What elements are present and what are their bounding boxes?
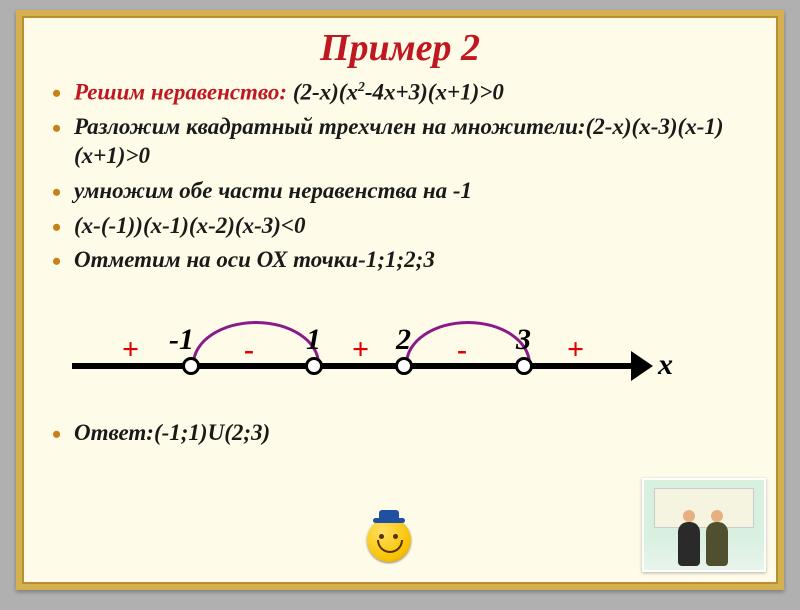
bullet-list: Решим неравенство: (2-х)(х2-4х+3)(х+1)>0…: [52, 78, 748, 275]
smiley-hat: [379, 510, 399, 520]
sign-4: -: [457, 333, 467, 367]
sign-1: +: [122, 333, 139, 367]
bullet-5: Отметим на оси ОХ точки-1;1;2;3: [52, 246, 748, 275]
bullet-1-expr-a: (2-х)(х: [293, 80, 358, 105]
open-point-3: [395, 357, 413, 375]
number-line-diagram: x + - + - + -1 1 2 3: [52, 293, 748, 413]
bullet-1-sup: 2: [358, 79, 365, 94]
slide-title: Пример 2: [52, 26, 748, 70]
bullet-1: Решим неравенство: (2-х)(х2-4х+3)(х+1)>0: [52, 78, 748, 107]
sign-5: +: [567, 333, 584, 367]
bullet-1-expr-b: -4х+3)(х+1)>0: [365, 80, 504, 105]
bullet-4: (х-(-1))(х-1)(х-2)(х-3)<0: [52, 212, 748, 241]
smiley-mouth: [377, 540, 403, 553]
photo-board: [654, 488, 754, 528]
sign-3: +: [352, 333, 369, 367]
smiley-icon: [367, 518, 415, 566]
smiley-eye-left: [379, 534, 384, 539]
bullet-1-prefix: Решим неравенство:: [74, 80, 293, 105]
point-label-1: -1: [169, 323, 194, 357]
photo-person-2: [706, 522, 728, 566]
interval-arc-2: [405, 321, 531, 364]
point-label-4: 3: [516, 323, 531, 357]
point-label-3: 2: [396, 323, 411, 357]
classroom-photo: [642, 478, 766, 572]
bullet-2: Разложим квадратный трехчлен на множител…: [52, 113, 748, 171]
slide-frame: Пример 2 Решим неравенство: (2-х)(х2-4х+…: [16, 10, 784, 590]
bullet-3: умножим обе части неравенства на -1: [52, 177, 748, 206]
smiley-eye-right: [393, 534, 398, 539]
photo-person-1: [678, 522, 700, 566]
axis-arrow-icon: [631, 351, 653, 381]
smiley-face: [367, 518, 411, 562]
open-point-1: [182, 357, 200, 375]
interval-arc-1: [192, 321, 320, 364]
sign-2: -: [244, 333, 254, 367]
axis-label: x: [658, 348, 673, 382]
open-point-4: [515, 357, 533, 375]
answer-list: Ответ:(-1;1)U(2;3): [52, 419, 748, 448]
point-label-2: 1: [306, 323, 321, 357]
photo-head-2: [711, 510, 723, 522]
photo-head-1: [683, 510, 695, 522]
bullet-answer: Ответ:(-1;1)U(2;3): [52, 419, 748, 448]
open-point-2: [305, 357, 323, 375]
